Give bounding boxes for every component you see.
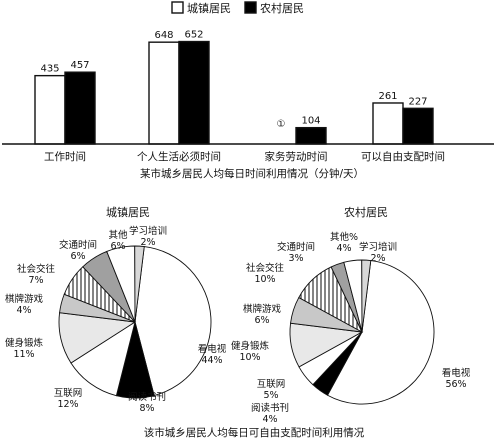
urban-pie-title: 城镇居民 bbox=[106, 205, 150, 219]
urban-pie-slice-label-7: 其他 bbox=[108, 229, 128, 241]
bar-rural-1 bbox=[178, 40, 210, 145]
rural-pie-slice-pct-1: 4% bbox=[262, 414, 277, 425]
rural-pie-slice-label-0: 看电视 bbox=[442, 367, 471, 379]
rural-pie-slice-pct-4: 6% bbox=[254, 315, 269, 326]
urban-pie-slice-label-4: 棋牌游戏 bbox=[5, 293, 44, 305]
bar-value-label-rural-3: 227 bbox=[408, 96, 427, 107]
rural-pie-slice-pct-6: 3% bbox=[288, 253, 303, 264]
rural-pie-slice-label-3: 健身锻炼 bbox=[231, 340, 270, 352]
x-tick-label-0: 工作时间 bbox=[44, 150, 86, 163]
rural-pie-slice-pct-5: 10% bbox=[254, 274, 275, 285]
bar-urban-3 bbox=[372, 102, 404, 145]
urban-pie-slice-label-2: 互联网 bbox=[54, 388, 83, 399]
bar-rural-3 bbox=[402, 107, 434, 145]
urban-pie-slice-pct-8: 2% bbox=[140, 237, 155, 248]
bars: 435 457 648 652 ① 104 261 227 bbox=[34, 30, 434, 145]
urban-pie-slice-pct-1: 8% bbox=[139, 403, 154, 414]
bar-value-label-rural-2: 104 bbox=[301, 116, 320, 127]
rural-pie-slice-pct-7: 4% bbox=[336, 243, 351, 254]
urban-pie-slice-pct-5: 7% bbox=[28, 275, 43, 286]
urban-pie-slice-label-1: 阅读书刊 bbox=[128, 391, 166, 403]
rural-pie-chart: 农村居民 看电视56%阅读书刊4%互联网5%健身锻炼10%棋牌游戏6%社会交往1… bbox=[231, 205, 471, 425]
bar-value-label-rural-0: 457 bbox=[70, 60, 89, 71]
bar-urban-1 bbox=[148, 41, 180, 145]
rural-pie-slice-label-5: 社会交往 bbox=[246, 262, 285, 274]
rural-pie-slice-pct-0: 56% bbox=[445, 379, 466, 390]
legend-label-rural: 农村居民 bbox=[260, 1, 304, 15]
rural-pie-slice-label-1: 阅读书刊 bbox=[251, 402, 289, 414]
urban-pie-slices bbox=[58, 245, 212, 399]
urban-pie-slice-pct-2: 12% bbox=[57, 399, 78, 410]
bar-legend: 城镇居民 农村居民 bbox=[171, 1, 304, 15]
urban-pie-slice-8 bbox=[134, 245, 145, 323]
urban-pie-slice-label-0: 看电视 bbox=[198, 343, 227, 355]
bar-chart-title: 某市城乡居民人均每日时间利用情况（分钟/天） bbox=[140, 167, 364, 180]
rural-pie-slice-pct-3: 10% bbox=[239, 352, 260, 363]
bar-value-label-urban-1: 648 bbox=[154, 30, 173, 41]
rural-pie-labels: 看电视56%阅读书刊4%互联网5%健身锻炼10%棋牌游戏6%社会交往10%交通时… bbox=[231, 231, 471, 425]
rural-pie-title: 农村居民 bbox=[344, 205, 388, 219]
rural-pie-slice-0 bbox=[326, 260, 435, 405]
legend-swatch-urban bbox=[171, 1, 184, 14]
bar-chart: 城镇居民 农村居民 435 457 648 652 ① 104 261 227 工作时间 个人生… bbox=[2, 1, 494, 180]
bar-value-label-urban-2: ① bbox=[277, 119, 286, 130]
x-tick-label-2: 家务劳动时间 bbox=[265, 150, 328, 163]
urban-pie-slice-0 bbox=[134, 246, 212, 397]
rural-pie-slice-label-7: 其他% bbox=[330, 231, 358, 243]
urban-pie-slice-pct-3: 11% bbox=[13, 349, 34, 360]
rural-pie-slice-8 bbox=[361, 259, 372, 333]
rural-pie-slice-pct-2: 5% bbox=[263, 390, 278, 401]
urban-pie-slice-label-8: 学习培训 bbox=[129, 225, 167, 237]
bar-value-label-rural-1: 652 bbox=[184, 30, 203, 41]
rural-pie-slice-pct-8: 2% bbox=[370, 253, 385, 264]
rural-pie-slice-label-8: 学习培训 bbox=[359, 241, 397, 253]
urban-pie-slice-label-3: 健身锻炼 bbox=[5, 337, 44, 349]
rural-pie-slice-label-6: 交通时间 bbox=[277, 241, 315, 253]
rural-pie-slice-label-4: 棋牌游戏 bbox=[243, 303, 282, 315]
pie-caption: 该市城乡居民人均每日可自由支配时间利用情况 bbox=[144, 426, 365, 439]
legend-label-urban: 城镇居民 bbox=[187, 1, 231, 15]
urban-pie-slice-pct-6: 6% bbox=[70, 251, 85, 262]
urban-pie-slice-label-6: 交通时间 bbox=[59, 239, 97, 251]
rural-pie-slices bbox=[289, 259, 435, 405]
urban-pie-slice-pct-7: 6% bbox=[110, 241, 125, 252]
bar-rural-0 bbox=[64, 71, 96, 145]
urban-pie-slice-pct-4: 4% bbox=[16, 305, 31, 316]
urban-pie-slice-pct-0: 44% bbox=[201, 355, 222, 366]
bar-value-label-urban-3: 261 bbox=[378, 91, 397, 102]
x-tick-label-1: 个人生活必须时间 bbox=[137, 150, 221, 163]
bar-value-label-urban-0: 435 bbox=[40, 64, 59, 75]
bar-urban-0 bbox=[34, 74, 66, 145]
bar-rural-2 bbox=[295, 126, 327, 145]
legend-swatch-rural bbox=[244, 1, 257, 14]
urban-pie-slice-label-5: 社会交往 bbox=[17, 263, 56, 275]
rural-pie-slice-label-2: 互联网 bbox=[257, 379, 286, 390]
x-tick-label-3: 可以自由支配时间 bbox=[361, 150, 445, 163]
x-tick-labels: 工作时间 个人生活必须时间 家务劳动时间 可以自由支配时间 bbox=[44, 150, 445, 163]
